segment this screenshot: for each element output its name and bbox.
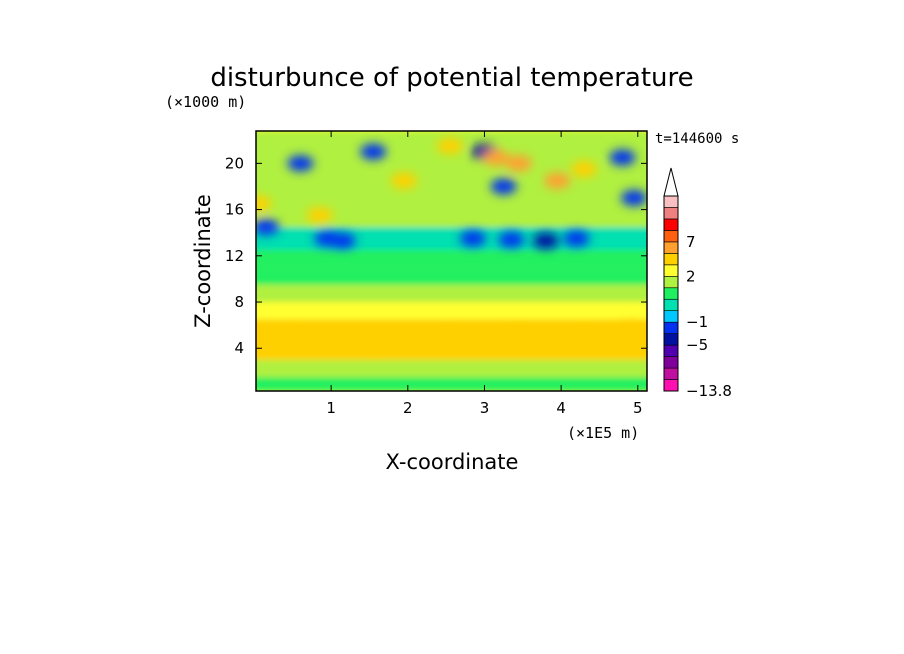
colorbar-segment [663,230,679,243]
features-layer [256,138,647,351]
contour-feature [544,172,571,189]
colorbar-segment [663,253,679,266]
y-unit-label: (×1000 m) [165,93,246,111]
colorbar-segment [663,379,679,392]
x-tick-label: 3 [480,399,490,417]
colorbar-segment [663,321,679,334]
contour-band [256,302,647,320]
colorbar-segment [663,195,679,208]
x-tick-label: 5 [633,399,643,417]
colorbar-segment [663,241,679,254]
y-tick-label: 8 [234,293,244,311]
contour-band [256,359,647,378]
contour-band [256,267,647,285]
contour-band [256,284,647,303]
colorbar-tick-label: −5 [686,336,708,354]
contour-feature [563,230,590,247]
contour-feature [505,155,532,172]
colorbar-segment [663,310,679,323]
colorbar-segment [663,218,679,231]
contour-feature [505,326,532,343]
colorbar: 7 2 −1 −5 −13.8 [663,167,732,400]
contour-feature [436,328,463,345]
x-tick-label: 1 [326,399,336,417]
colorbar-tick-label: −13.8 [686,382,732,400]
contour-feature [609,149,636,166]
colorbar-frame [663,195,679,392]
colorbar-segment [663,264,679,277]
colorbar-segment [663,367,679,380]
contour-feature [620,190,647,207]
y-tick-label: 16 [225,201,244,219]
contour-band [256,250,647,268]
contour-feature [287,328,314,345]
contour-feature [329,232,356,249]
chart-title: disturbunce of potential temperature [210,63,693,93]
contour-feature [490,178,517,195]
contour-feature [459,230,486,247]
colorbar-segment [663,356,679,369]
colorbar-segment [663,287,679,300]
colorbar-segment [663,344,679,357]
contour-feature [364,334,391,351]
x-unit-label: (×1E5 m) [567,424,639,442]
contour-feature [390,172,417,189]
contour-feature [571,328,598,345]
colorbar-segment [663,275,679,289]
colorbar-extend-arrow [663,167,679,197]
colorbar-tick-label: 7 [686,233,696,251]
colorbar-tick-label: −1 [686,313,708,331]
contour-band [256,226,647,251]
x-axis-ticks: 1 2 3 4 5 [326,131,643,417]
contour-feature [532,232,559,249]
x-tick-label: 2 [403,399,413,417]
contour-feature [360,143,387,160]
contour-feature [482,149,509,166]
contour-band [256,377,647,391]
colorbar-tick-label: 2 [686,267,696,285]
contour-plot-area [256,131,647,391]
y-axis-label: Z-coordinate [191,194,215,328]
colorbar-segment [663,207,679,220]
contour-feature [256,218,279,235]
colorbar-segment [663,298,679,312]
y-tick-label: 4 [234,339,244,357]
contour-feature [436,138,463,155]
contour-feature [287,155,314,172]
x-tick-label: 4 [556,399,566,417]
colorbar-segment [663,333,679,346]
y-axis-ticks: 4 8 12 16 20 [225,154,647,357]
contour-feature [498,231,525,248]
contour-feature [617,322,644,339]
y-tick-label: 12 [225,247,244,265]
contour-feature [571,161,598,178]
plot-frame [255,130,648,392]
x-axis-label: X-coordinate [386,450,519,474]
y-tick-label: 20 [225,154,244,172]
contour-feature [306,207,333,224]
contour-feature [256,195,272,212]
time-label: t=144600 s [655,131,739,147]
